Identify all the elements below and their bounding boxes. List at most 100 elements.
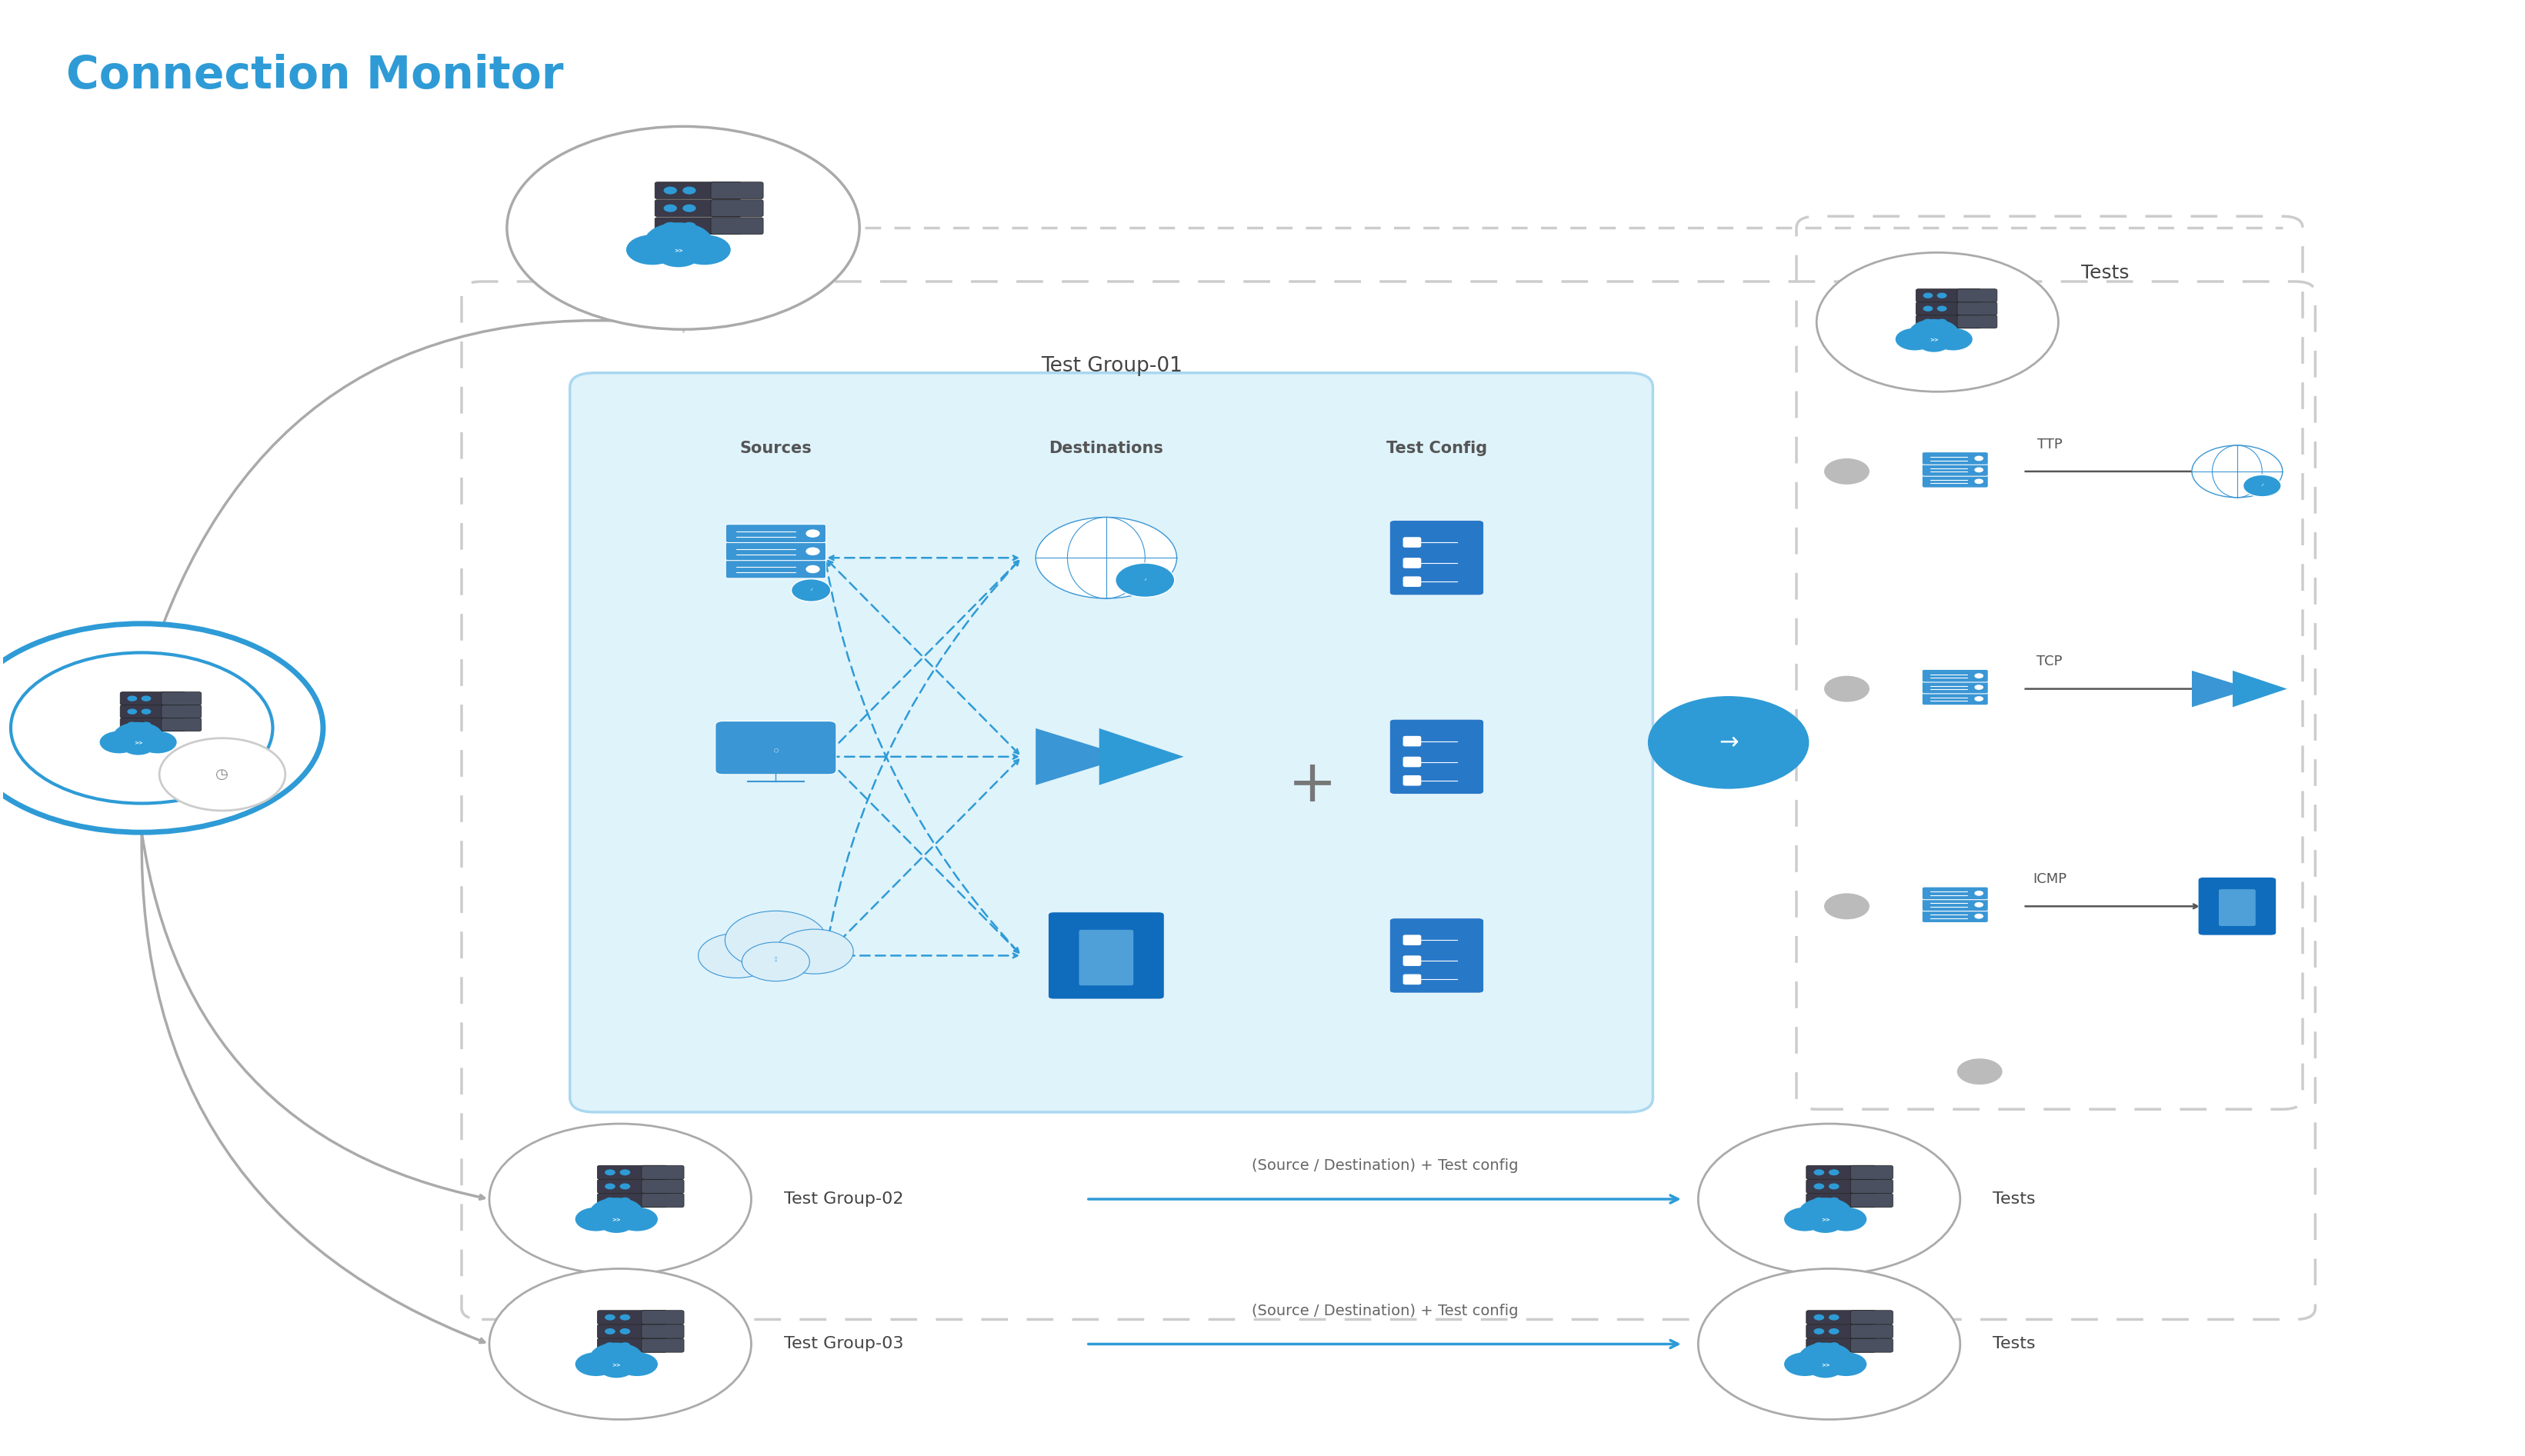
FancyBboxPatch shape [1851, 1325, 1894, 1338]
Circle shape [1813, 1169, 1823, 1175]
FancyBboxPatch shape [598, 1338, 667, 1353]
Circle shape [790, 579, 831, 601]
Text: >>: >> [1929, 338, 1939, 342]
Circle shape [1785, 1353, 1826, 1376]
FancyBboxPatch shape [1404, 757, 1422, 767]
Circle shape [1798, 1342, 1853, 1373]
FancyBboxPatch shape [1957, 301, 1997, 314]
FancyBboxPatch shape [641, 1179, 684, 1194]
Circle shape [1975, 913, 1985, 919]
Circle shape [1116, 563, 1174, 597]
FancyBboxPatch shape [598, 1165, 667, 1179]
Circle shape [126, 696, 136, 702]
Circle shape [126, 709, 136, 715]
FancyBboxPatch shape [121, 705, 184, 718]
Polygon shape [2232, 671, 2288, 708]
FancyBboxPatch shape [1922, 681, 1987, 693]
Circle shape [508, 127, 859, 329]
Circle shape [725, 911, 826, 970]
Circle shape [1808, 1358, 1843, 1377]
FancyBboxPatch shape [1805, 1165, 1876, 1179]
FancyBboxPatch shape [1851, 1194, 1894, 1207]
FancyBboxPatch shape [715, 721, 836, 775]
FancyBboxPatch shape [1404, 955, 1422, 965]
Text: >>: >> [1821, 1217, 1831, 1223]
FancyBboxPatch shape [1922, 451, 1987, 464]
Text: >>: >> [611, 1217, 621, 1223]
Text: ⬡: ⬡ [773, 748, 778, 753]
Circle shape [159, 738, 285, 811]
Circle shape [619, 1197, 631, 1204]
Text: >>: >> [134, 741, 144, 745]
FancyBboxPatch shape [1851, 1338, 1894, 1353]
Circle shape [1649, 696, 1808, 789]
Circle shape [1823, 459, 1868, 485]
Circle shape [1975, 479, 1985, 483]
FancyBboxPatch shape [1404, 974, 1422, 984]
Text: Tests: Tests [1992, 1191, 2035, 1207]
Circle shape [679, 234, 730, 265]
Circle shape [2242, 475, 2280, 496]
Circle shape [1924, 293, 1934, 298]
Circle shape [121, 737, 154, 756]
Circle shape [626, 234, 679, 265]
FancyBboxPatch shape [1922, 898, 1987, 911]
FancyBboxPatch shape [1404, 775, 1422, 786]
Circle shape [1909, 319, 1959, 348]
FancyBboxPatch shape [1957, 314, 1997, 328]
Circle shape [0, 623, 323, 833]
Circle shape [606, 1184, 616, 1190]
FancyBboxPatch shape [1851, 1179, 1894, 1194]
FancyBboxPatch shape [641, 1165, 684, 1179]
Circle shape [490, 1124, 752, 1274]
Polygon shape [1035, 728, 1126, 785]
Circle shape [619, 1342, 631, 1348]
Text: ✓: ✓ [2260, 483, 2265, 488]
Circle shape [1828, 1197, 1838, 1204]
FancyBboxPatch shape [725, 524, 826, 543]
FancyBboxPatch shape [1404, 537, 1422, 547]
FancyBboxPatch shape [2219, 890, 2255, 926]
Text: Destinations: Destinations [1048, 441, 1164, 456]
FancyBboxPatch shape [712, 217, 763, 234]
Circle shape [1957, 1059, 2002, 1085]
Circle shape [1828, 1342, 1838, 1348]
FancyBboxPatch shape [1916, 314, 1982, 328]
Polygon shape [2192, 671, 2250, 708]
Circle shape [1798, 1198, 1853, 1229]
FancyBboxPatch shape [162, 692, 202, 705]
Circle shape [1934, 328, 1972, 351]
FancyBboxPatch shape [712, 182, 763, 199]
Circle shape [644, 223, 712, 262]
FancyBboxPatch shape [1851, 1310, 1894, 1325]
Text: ICMP: ICMP [2033, 872, 2065, 887]
Text: >>: >> [674, 249, 682, 253]
Circle shape [126, 722, 136, 728]
Text: TTP: TTP [2038, 437, 2063, 451]
FancyBboxPatch shape [641, 1325, 684, 1338]
FancyBboxPatch shape [162, 705, 202, 718]
FancyBboxPatch shape [162, 718, 202, 731]
FancyBboxPatch shape [1048, 911, 1164, 999]
FancyBboxPatch shape [1922, 910, 1987, 923]
Circle shape [588, 1198, 644, 1229]
Circle shape [141, 709, 152, 715]
FancyBboxPatch shape [598, 1325, 667, 1338]
Circle shape [1826, 1207, 1866, 1232]
Text: Test Group-03: Test Group-03 [783, 1337, 904, 1351]
FancyBboxPatch shape [641, 1338, 684, 1353]
Circle shape [1975, 696, 1985, 702]
Circle shape [1828, 1328, 1838, 1334]
Circle shape [1896, 328, 1934, 351]
Text: +: + [1288, 757, 1338, 814]
FancyBboxPatch shape [1922, 887, 1987, 900]
Circle shape [1813, 1197, 1823, 1204]
FancyBboxPatch shape [2199, 878, 2275, 935]
Circle shape [1808, 1213, 1843, 1233]
Circle shape [616, 1207, 657, 1232]
FancyBboxPatch shape [571, 373, 1654, 1112]
Text: >>: >> [611, 1363, 621, 1367]
FancyBboxPatch shape [598, 1194, 667, 1207]
FancyBboxPatch shape [1404, 558, 1422, 568]
Circle shape [588, 1342, 644, 1373]
